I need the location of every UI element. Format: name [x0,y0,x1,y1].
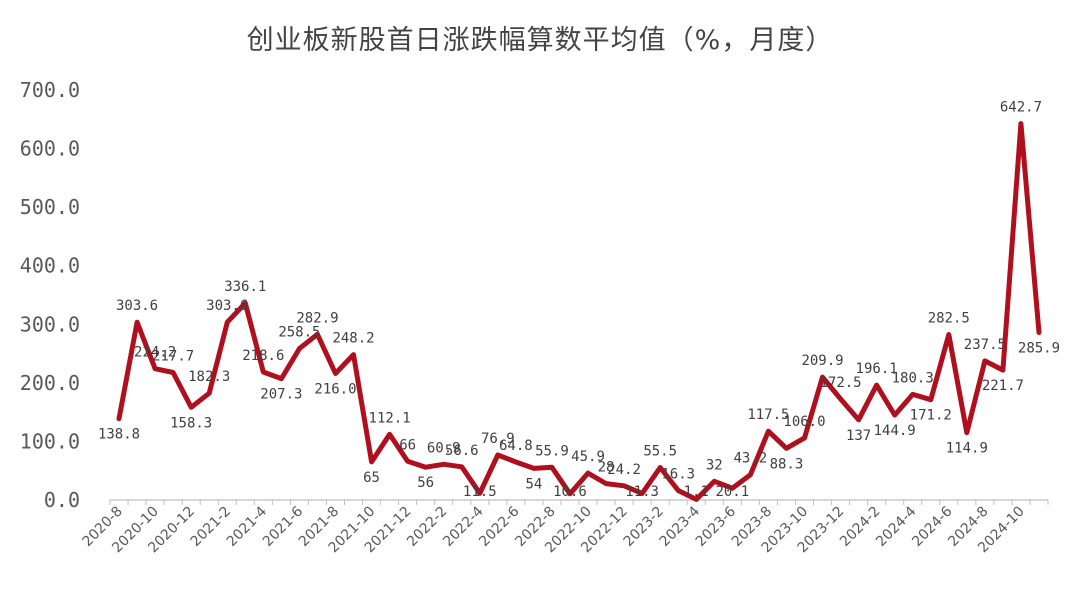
data-label: 303.6 [206,298,248,314]
data-label: 207.3 [260,387,302,403]
data-label: 303.6 [116,298,158,314]
data-label: 32 [706,457,723,473]
data-label: 55.9 [535,443,569,459]
data-label: 10.6 [553,484,587,500]
data-label: 60.9 [427,440,461,456]
data-label: 216.0 [314,381,356,397]
data-label: 221.7 [982,378,1024,394]
data-label: 137 [846,428,871,444]
data-label: 112.1 [369,410,411,426]
data-label: 218.6 [242,348,284,364]
data-label: 180.3 [892,370,934,386]
data-label: 56 [417,475,434,491]
data-label: 171.2 [910,408,952,424]
data-label: 196.1 [856,361,898,377]
y-tick-label: 0.0 [44,488,80,512]
data-label: 248.2 [332,331,374,347]
data-label: 88.3 [770,456,804,472]
data-label: 11.5 [463,484,497,500]
data-label: 217.7 [152,348,194,364]
y-tick-label: 200.0 [20,371,80,395]
data-label: 55.5 [643,443,677,459]
data-label: 224.2 [134,345,176,361]
data-label: 76.9 [481,431,515,447]
series-line [116,121,1042,502]
y-tick-label: 400.0 [20,254,80,278]
data-label: 1.1 [684,484,709,500]
data-label: 336.1 [224,279,266,295]
y-tick-label: 700.0 [20,78,80,102]
data-label: 64.8 [499,438,533,454]
data-label: 16.3 [661,466,695,482]
data-label: 24.2 [607,462,641,478]
y-tick-label: 300.0 [20,312,80,336]
data-label: 237.5 [964,337,1006,353]
data-label: 11.3 [625,484,659,500]
data-label: 28 [598,460,615,476]
data-label: 209.9 [801,353,843,369]
y-tick-label: 500.0 [20,195,80,219]
data-label: 258.5 [278,325,320,341]
data-label: 20.1 [715,484,749,500]
data-label: 158.3 [170,415,212,431]
data-label: 182.3 [188,369,230,385]
data-label: 106.0 [783,414,825,430]
data-label: 54 [525,476,542,492]
data-label: 138.8 [98,427,140,443]
chart-title: 创业板新股首日涨跌幅算数平均值（%，月度） [246,25,834,56]
data-label: 282.5 [928,311,970,327]
data-label: 114.9 [946,441,988,457]
data-label: 642.7 [1000,100,1042,116]
data-label: 117.5 [747,407,789,423]
data-label: 172.5 [819,375,861,391]
data-label: 285.9 [1018,341,1060,357]
data-label: 56.6 [445,443,479,459]
y-tick-label: 600.0 [20,137,80,161]
data-label: 282.9 [296,310,338,326]
data-label: 66 [399,437,416,453]
data-label: 144.9 [874,423,916,439]
y-tick-label: 100.0 [20,429,80,453]
data-label: 43.2 [734,451,768,467]
data-label: 65 [363,470,380,486]
data-label: 45.9 [571,449,605,465]
